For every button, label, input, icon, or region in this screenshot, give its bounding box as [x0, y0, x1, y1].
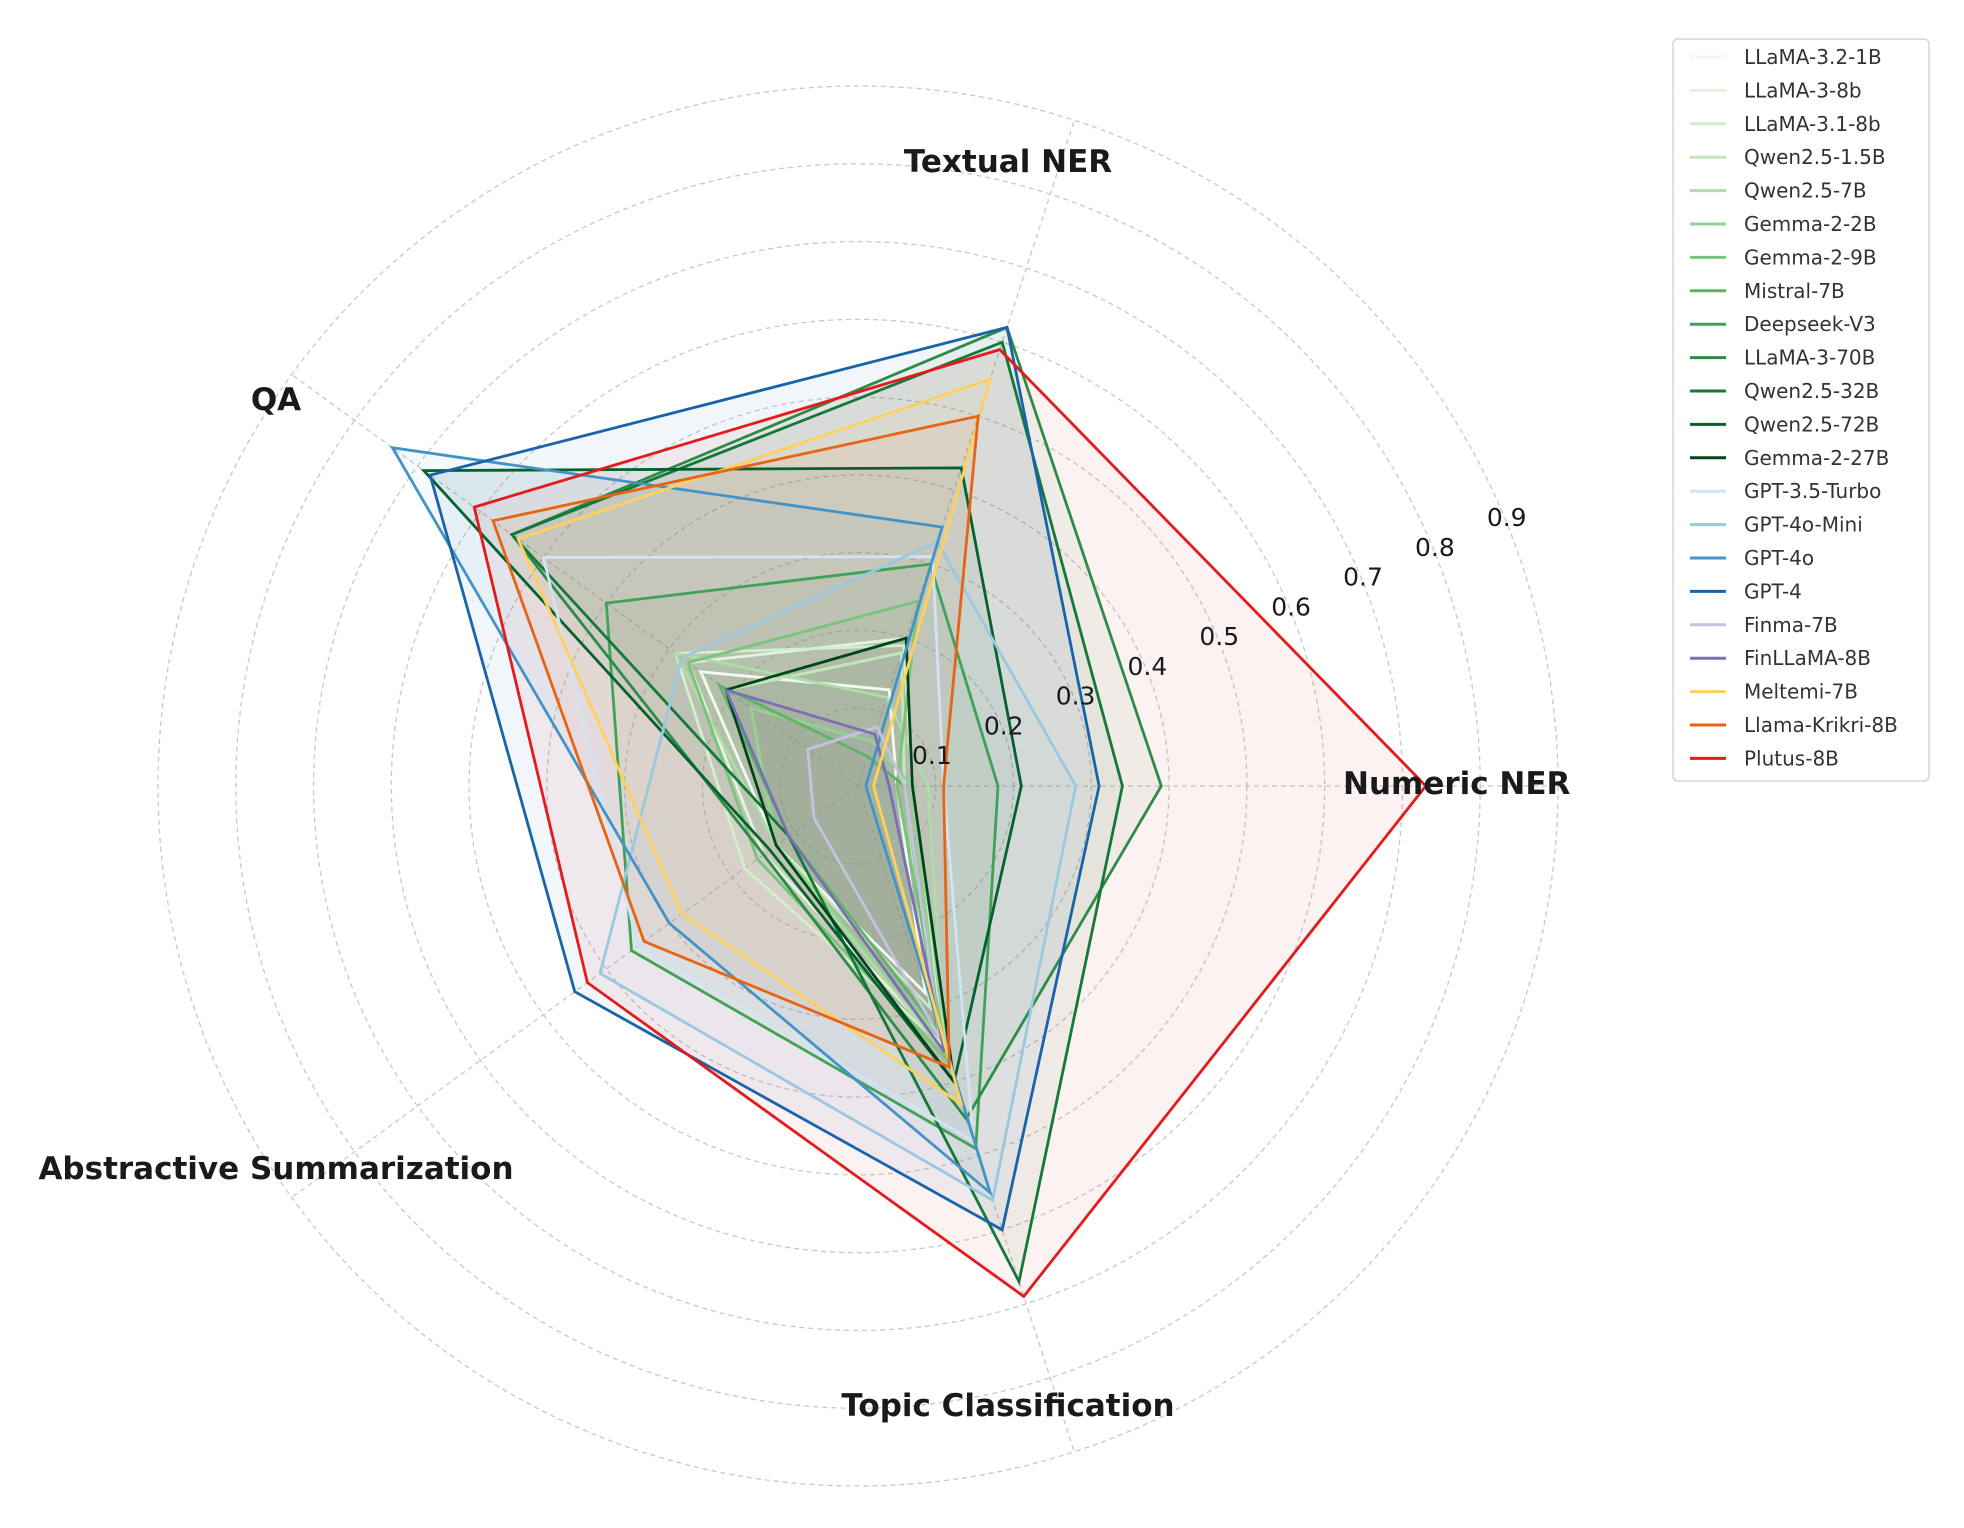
- series-fill-mistral-7b: [719, 685, 938, 1031]
- axis-label-abstractive-summarization: Abstractive Summarization: [38, 1151, 513, 1187]
- legend-item-gemma-2-27b: Gemma-2-27B: [1690, 446, 1889, 470]
- tick-label: 0.5: [1199, 622, 1239, 651]
- legend-label: Finma-7B: [1744, 613, 1838, 637]
- series-fill-gpt-4o-mini: [600, 541, 1076, 1201]
- grid-circle: [546, 474, 1170, 1098]
- series-line-plutus-8b: [472, 348, 1428, 1299]
- series-line-gpt-4: [428, 325, 1101, 1232]
- series-fill-qwen2-5-32b: [511, 342, 1123, 1282]
- legend-label: Qwen2.5-1.5B: [1744, 145, 1886, 169]
- legend-label: Mistral-7B: [1744, 279, 1845, 303]
- tick-label: 0.8: [1415, 533, 1455, 562]
- series-fill-finllama-8b: [725, 690, 945, 1053]
- tick-label: 0.3: [1056, 682, 1096, 711]
- legend-label: FinLLaMA-8B: [1744, 646, 1871, 670]
- legend-item-llama-3-1-8b: LLaMA-3.1-8b: [1690, 112, 1881, 136]
- tick-label: 0.4: [1128, 652, 1168, 681]
- legend-label: GPT-4o-Mini: [1744, 513, 1863, 537]
- legend-item-gpt-3-5-turbo: GPT-3.5-Turbo: [1690, 479, 1881, 503]
- legend-item-deepseek-v3: Deepseek-V3: [1690, 312, 1876, 336]
- tick-label: 0.2: [984, 712, 1024, 741]
- series-line-llama-krikri-8b: [491, 414, 980, 1070]
- legend-label: Qwen2.5-72B: [1744, 412, 1879, 436]
- legend-item-llama-3-8b: LLaMA-3-8b: [1690, 78, 1862, 102]
- radial-tick-labels: 0.1 0.2 0.3 0.4 0.5 0.6 0.7 0.8 0.9: [912, 503, 1527, 770]
- tick-label: 0.1: [912, 741, 952, 770]
- legend-item-gemma-2-9b: Gemma-2-9B: [1690, 245, 1877, 269]
- legend-item-meltemi-7b: Meltemi-7B: [1690, 680, 1858, 704]
- axis-label-topic-classification: Topic Classification: [841, 1388, 1174, 1424]
- grid-circle: [157, 85, 1559, 1487]
- legend-label: Gemma-2-9B: [1744, 245, 1877, 269]
- grid-circle: [390, 318, 1326, 1254]
- series-fill-plutus-8b: [474, 349, 1426, 1297]
- legend-item-gpt-4o-mini: GPT-4o-Mini: [1690, 513, 1863, 537]
- legend-label: Deepseek-V3: [1744, 312, 1876, 336]
- series-line-qwen2-5-32b: [509, 340, 1124, 1286]
- axis-label-textual-ner: Textual NER: [904, 144, 1112, 180]
- legend-label: LLaMA-3-70B: [1744, 346, 1875, 370]
- series-line-meltemi-7b: [516, 377, 993, 1108]
- legend-label: Meltemi-7B: [1744, 680, 1858, 704]
- tick-label: 0.9: [1487, 503, 1527, 532]
- series-line-llama-3-70b: [509, 325, 1163, 1122]
- grid-circle: [779, 707, 937, 865]
- legend-item-finllama-8b: FinLLaMA-8B: [1690, 646, 1871, 670]
- legend-item-llama-3-2-1b: LLaMA-3.2-1B: [1690, 45, 1882, 69]
- series-fill-gemma-2-27b: [725, 638, 955, 1082]
- legend-item-qwen2-5-7b: Qwen2.5-7B: [1690, 179, 1867, 203]
- legend-item-gemma-2-2b: Gemma-2-2B: [1690, 212, 1877, 236]
- legend-label: LLaMA-3-8b: [1744, 78, 1862, 102]
- radar-grid: [157, 85, 1559, 1487]
- legend-label: Qwen2.5-32B: [1744, 379, 1879, 403]
- legend-label: GPT-3.5-Turbo: [1744, 479, 1881, 503]
- legend-item-plutus-8b: Plutus-8B: [1690, 746, 1839, 770]
- legend-item-llama-3-70b: LLaMA-3-70B: [1690, 346, 1875, 370]
- legend-item-finma-7b: Finma-7B: [1690, 613, 1838, 637]
- radar-series: [389, 325, 1428, 1299]
- legend-label: LLaMA-3.2-1B: [1744, 45, 1882, 69]
- series-fill-meltemi-7b: [518, 379, 991, 1105]
- legend-item-qwen2-5-72b: Qwen2.5-72B: [1690, 412, 1879, 436]
- legend-label: Llama-Krikri-8B: [1744, 713, 1898, 737]
- legend-label: GPT-4o: [1744, 546, 1814, 570]
- axis-label-qa: QA: [251, 382, 301, 418]
- axis-labels: Numeric NER Textual NER QA Abstractive S…: [38, 144, 1570, 1424]
- legend-item-qwen2-5-1-5b: Qwen2.5-1.5B: [1690, 145, 1886, 169]
- series-fill-gpt-4o: [392, 447, 991, 1193]
- series-line-gemma-2-27b: [724, 636, 956, 1083]
- series-line-gpt-4o: [389, 445, 993, 1197]
- series-fill-qwen2-5-72b: [423, 467, 1022, 1082]
- tick-label: 0.6: [1271, 592, 1311, 621]
- legend-label: Gemma-2-2B: [1744, 212, 1877, 236]
- legend-item-gpt-4o: GPT-4o: [1690, 546, 1814, 570]
- legend-item-gpt-4: GPT-4: [1690, 579, 1802, 603]
- series-line-gpt-3-5-turbo: [541, 555, 976, 1144]
- tick-label: 0.7: [1343, 563, 1383, 592]
- legend-label: Gemma-2-27B: [1744, 446, 1889, 470]
- legend: LLaMA-3.2-1B LLaMA-3-8b LLaMA-3.1-8b Qwen2.…: [1672, 38, 1930, 782]
- series-line-gemma-2-9b: [686, 599, 950, 1065]
- legend-item-mistral-7b: Mistral-7B: [1690, 279, 1845, 303]
- legend-item-llama-krikri-8b: Llama-Krikri-8B: [1690, 713, 1898, 737]
- legend-label: LLaMA-3.1-8b: [1744, 112, 1881, 136]
- series-line-deepseek-v3: [604, 562, 1000, 1151]
- legend-label: GPT-4: [1744, 579, 1802, 603]
- axis-label-numeric-ner: Numeric NER: [1343, 766, 1571, 802]
- legend-label: Qwen2.5-7B: [1744, 179, 1867, 203]
- legend-frame: [1672, 38, 1930, 782]
- legend-item-qwen2-5-32b: Qwen2.5-32B: [1690, 379, 1879, 403]
- series-line-gpt-4o-mini: [598, 540, 1078, 1203]
- legend-label: Plutus-8B: [1744, 746, 1839, 770]
